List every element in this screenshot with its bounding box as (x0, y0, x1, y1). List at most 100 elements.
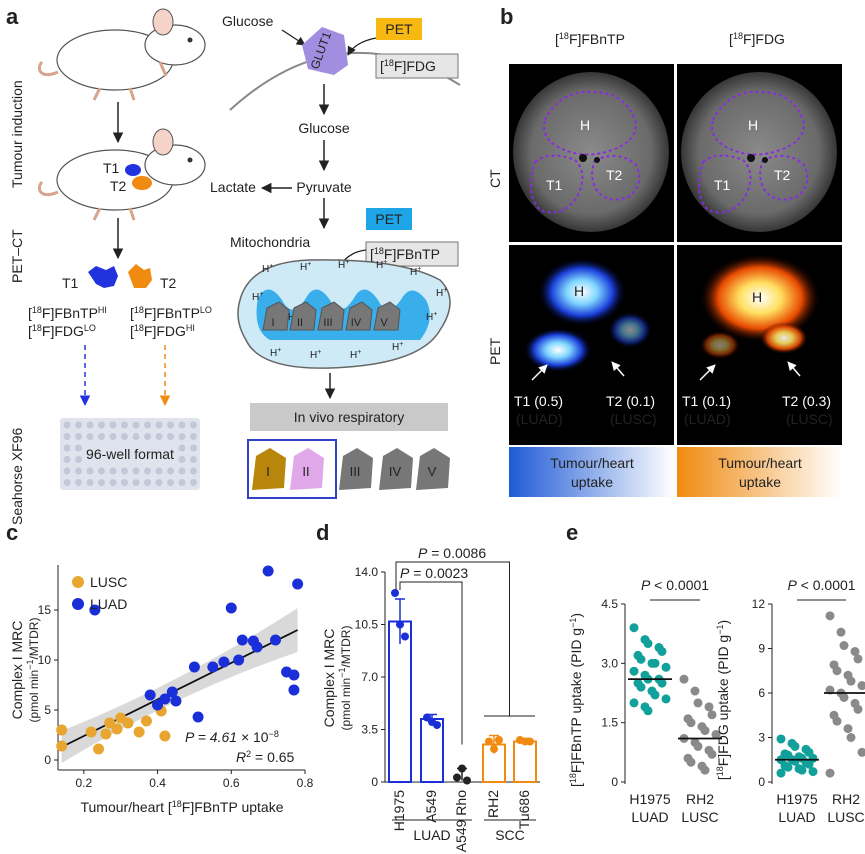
c-legend-marker (72, 598, 84, 610)
c-point-luad (233, 654, 245, 666)
respiratory-box (250, 403, 448, 431)
well-dot (190, 433, 197, 440)
c-point-luad (170, 695, 182, 707)
chart-e1-point (707, 710, 717, 720)
resp-complex-icon (252, 448, 286, 490)
panel-d: d 0 3.5 7.0 10.5 14.0 H1975 A549 A549 Rho RH2 Tu6… (316, 520, 540, 852)
chart-e2-y-axis-label: [18F]FDG uptake (PID g−1) (715, 620, 731, 780)
well-dot (75, 433, 82, 440)
well-dot (98, 467, 105, 475)
chart-e1-point (636, 654, 646, 664)
proton-label: H+ (310, 349, 321, 361)
lactate-label: Lactate (210, 179, 256, 195)
fdg-tracer-box (375, 53, 459, 79)
proton-label: H+ (300, 261, 311, 273)
chart-e1-point (700, 765, 710, 775)
pet-image-fdg: H T1 (0.1) T2 (0.3) (LUAD) (LUSC) (677, 245, 842, 445)
c-point-luad (159, 693, 171, 705)
chart-e2-point (776, 768, 786, 778)
well-dot (132, 421, 140, 429)
chart-e1-point (650, 690, 660, 700)
well-dot (167, 433, 174, 440)
proton-label: H+ (338, 259, 349, 271)
chart-e1-category-line1: H1975 (629, 791, 670, 807)
uptake-bar-fbntp-line1: Tumour/heart (550, 455, 634, 471)
glucose-mid-label: Glucose (298, 120, 350, 136)
d-y-tick-label: 7.0 (361, 670, 378, 684)
chart-e2-y-tick-label: 12 (752, 597, 766, 611)
chart-c: 0.2 0.4 0.6 0.8 0 5 10 15 LUSC LUAD P = 4.61 × 10−… (9, 565, 314, 815)
col-header-fbntp: [18F]FBnTP (555, 31, 625, 47)
c-x-tick-label: 0.4 (149, 776, 166, 790)
side-label-pet-ct: PET–CT (9, 229, 25, 283)
chart-e1-category-line2: LUAD (631, 809, 668, 825)
chart-e1-p-value: P < 0.0001 (641, 577, 709, 593)
chart-e1-y-axis-label: [18F]FBnTP uptake (PID g−1) (568, 613, 584, 787)
well-dot (109, 433, 117, 440)
d-category-label: A549 Rho (453, 790, 469, 852)
d-category-label: A549 (423, 790, 439, 823)
well-plate-label: 96-well format (86, 446, 174, 462)
c-point-lusc (159, 730, 171, 742)
respiratory-label: In vivo respiratory (294, 409, 404, 425)
pet-fdg-lusc-label: (LUSC) (786, 411, 833, 427)
mitochondria-label: Mitochondria (230, 234, 310, 250)
chart-e2-point (832, 666, 842, 676)
well-dot (98, 433, 105, 440)
c-point-luad (292, 578, 304, 590)
panel-e: e 0 1.5 3.0 4.5 H1975 LUAD RH2 LUSC P < 0.0001 [1… (566, 520, 865, 825)
ct-image-fdg: H T1 T2 (677, 64, 842, 242)
c-point-luad (89, 604, 101, 616)
well-dot (86, 421, 94, 429)
chart-e2-category-line1: H1975 (776, 791, 817, 807)
c-point-luad (288, 669, 300, 681)
mouse-illustration-top (37, 8, 206, 101)
chart-e1-point (693, 741, 703, 751)
chart-e1-y-tick-label: 0 (611, 775, 618, 789)
t2-fdg-label: [18F]FDGHI (130, 323, 195, 339)
chart-e2-point (857, 747, 865, 757)
chart-e2-y-tick-label: 6 (758, 686, 765, 700)
side-label-seahorse: Seahorse XF96 (9, 428, 25, 525)
chart-e2: 0 3 6 9 12 H1975 LUAD RH2 LUSC P < 0.0001 [18F]FDG… (715, 577, 865, 825)
chart-e1-point (679, 674, 689, 684)
resp-complex-label: I (266, 464, 270, 479)
chart-e2-point (808, 767, 818, 777)
d-bracket-1 (399, 581, 463, 745)
chart-e2-point (850, 646, 860, 656)
well-dot (144, 479, 151, 486)
chart-e1-point (686, 757, 696, 767)
c-x-tick-label: 0.6 (223, 776, 240, 790)
chart-e1-point (636, 682, 646, 692)
complex-highlight-box (247, 439, 337, 499)
ct-fbntp-t1-label: T1 (546, 177, 563, 193)
complex-icon (262, 301, 290, 331)
chart-e2-y-tick-label: 0 (758, 775, 765, 789)
row-label-pet: PET (487, 337, 503, 365)
t1-label: T1 (62, 275, 79, 291)
well-dot (75, 467, 82, 475)
d-p-value-1: P = 0.0023 (400, 565, 468, 581)
chart-e1-point (629, 666, 639, 676)
d-y-axis-label-1: Complex I MRC (321, 629, 337, 728)
c-point-lusc (85, 726, 97, 738)
d-replicate-point (396, 620, 404, 629)
proton-label: H+ (392, 341, 403, 353)
well-dot (63, 479, 71, 486)
chart-e1-point (704, 702, 714, 712)
c-x-tick-label: 0.8 (297, 776, 314, 790)
well-dot (109, 467, 117, 475)
chart-e2-point (836, 627, 846, 637)
ct-fbntp-h-label: H (580, 117, 590, 133)
c-point-luad (166, 686, 178, 698)
c-point-luad (218, 656, 230, 668)
c-point-luad (152, 699, 164, 711)
col-header-fdg: [18F]FDG (729, 31, 785, 47)
well-dot (109, 479, 117, 486)
well-dot (190, 421, 197, 429)
d-replicate-point (526, 737, 534, 746)
pet-fbntp-t1-label: T1 (0.5) (514, 393, 563, 409)
well-dot (155, 421, 163, 429)
d-replicate-point (485, 737, 493, 746)
c-x-axis-label: Tumour/heart [18F]FBnTP uptake (80, 799, 283, 815)
